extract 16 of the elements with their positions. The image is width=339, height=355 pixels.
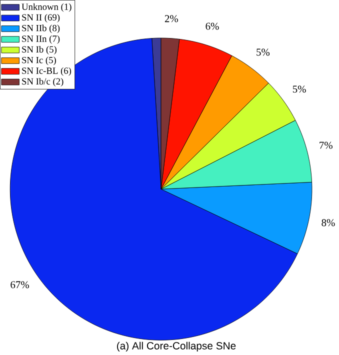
data-label: 7% <box>320 142 333 149</box>
data-label: 5% <box>293 86 306 93</box>
data-label: 2% <box>165 15 178 22</box>
legend-label: SN Ic (5) <box>22 56 56 66</box>
legend-label: SN Ib/c (2) <box>22 78 64 86</box>
data-label: 67% <box>10 281 30 288</box>
legend-label: SN IIb (8) <box>22 24 60 34</box>
text: (a) All Core-Collapse SNe <box>117 342 236 352</box>
legend-label: SN Ib (5) <box>22 46 57 54</box>
legend-label: SN II (69) <box>22 14 60 22</box>
data-label: 8% <box>322 219 336 226</box>
data-label: 5% <box>256 48 270 56</box>
legend-label: SN IIn (7) <box>22 35 60 44</box>
data-label: 6% <box>206 22 220 30</box>
legend-label: Unknown (1) <box>22 3 72 12</box>
legend-label: SN Ic-BL (6) <box>22 67 72 76</box>
